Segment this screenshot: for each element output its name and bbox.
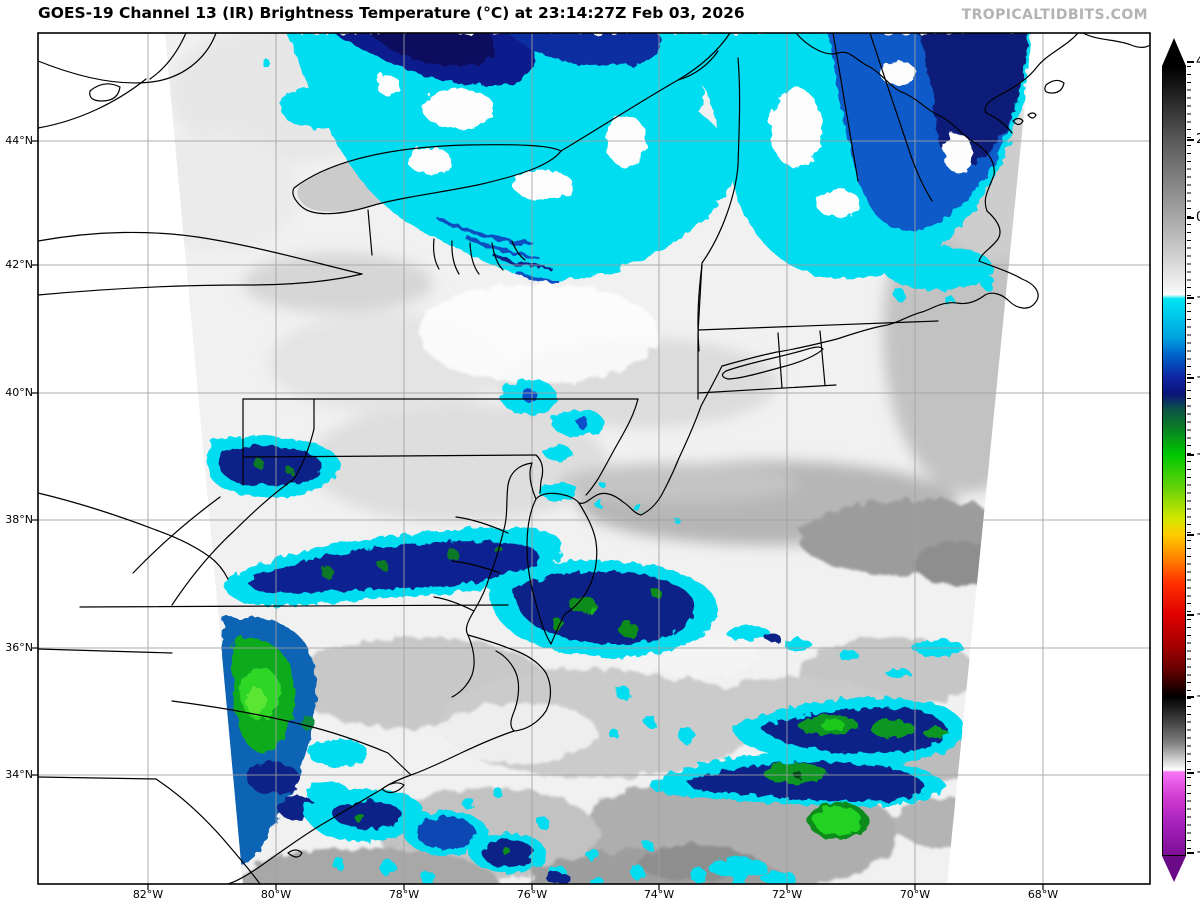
axis-ticks — [32, 140, 1044, 890]
colorbar-label-m30: −30 — [1196, 370, 1200, 386]
lon-tick-80w: 80°W — [260, 888, 292, 901]
lon-tick-76w: 76°W — [516, 888, 548, 901]
lat-tick-36n: 36°N — [5, 641, 33, 654]
colorbar-tick — [1187, 297, 1194, 299]
colorbar-label-m20: −20 — [1196, 290, 1200, 306]
lon-tick-70w: 70°W — [899, 888, 931, 901]
colorbar-over-arrow — [1162, 38, 1186, 66]
lon-tick-74w: 74°W — [643, 888, 675, 901]
colorbar-label-40: 40 — [1196, 54, 1200, 70]
map-border — [37, 32, 1151, 885]
colorbar-label-m50: −50 — [1196, 527, 1200, 543]
lat-tick-42n: 42°N — [5, 258, 33, 271]
lat-tick-40n: 40°N — [5, 386, 33, 399]
colorbar-tick — [1187, 852, 1194, 854]
colorbar-tick — [1187, 61, 1194, 63]
colorbar-label-m60: −60 — [1196, 607, 1200, 623]
tropicaltidbits-watermark: TROPICALTIDBITS.COM — [961, 7, 1148, 23]
colorbar-under-arrow — [1162, 856, 1186, 882]
lat-tick-44n: 44°N — [5, 134, 33, 147]
colorbar-label-20: 20 — [1196, 132, 1200, 148]
colorbar-label-0: 0 — [1196, 210, 1200, 226]
colorbar-label-m40: −40 — [1196, 447, 1200, 463]
lon-tick-72w: 72°W — [771, 888, 803, 901]
lon-tick-82w: 82°W — [132, 888, 164, 901]
colorbar-tick — [1187, 377, 1194, 379]
colorbar-tick — [1187, 614, 1194, 616]
colorbar-tick — [1187, 454, 1194, 456]
map-frame — [32, 32, 1151, 890]
colorbar-minor-ticks — [1187, 66, 1191, 856]
satellite-map — [32, 32, 1151, 890]
colorbar-tick — [1187, 534, 1194, 536]
colorbar-gradient — [1162, 66, 1186, 856]
colorbar-tick — [1187, 217, 1194, 219]
cold-cloud-layer — [208, 33, 1032, 884]
lon-tick-78w: 78°W — [388, 888, 420, 901]
lat-tick-34n: 34°N — [5, 768, 33, 781]
lon-tick-68w: 68°W — [1027, 888, 1059, 901]
colorbar-label-m80: −80 — [1196, 765, 1200, 781]
colorbar — [1162, 36, 1186, 882]
page-title: GOES-19 Channel 13 (IR) Brightness Tempe… — [38, 4, 745, 22]
colorbar-tick — [1187, 139, 1194, 141]
colorbar-tick — [1187, 696, 1194, 698]
lat-tick-38n: 38°N — [5, 513, 33, 526]
coastlines-borders — [37, 32, 1151, 885]
colorbar-label-m90: −90 — [1196, 845, 1200, 861]
graticule-gridlines — [38, 33, 1150, 884]
colorbar-label-m70: −70 — [1196, 689, 1200, 705]
colorbar-tick — [1187, 772, 1194, 774]
